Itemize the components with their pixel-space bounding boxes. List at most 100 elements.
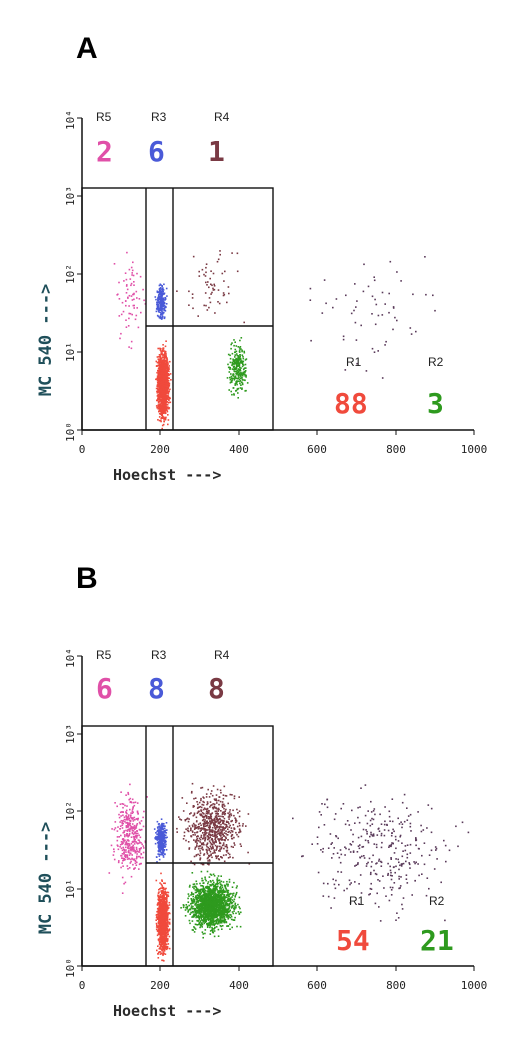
- event-dot-r1: [160, 374, 162, 377]
- event-dot-r1: [160, 899, 162, 902]
- event-dot-r2: [195, 905, 198, 907]
- event-dot-r2: [239, 354, 241, 356]
- event-dot-r1: [160, 365, 162, 367]
- event-dot-r3: [157, 850, 160, 852]
- event-dot-r2: [225, 888, 227, 890]
- event-dot-r2: [238, 368, 240, 370]
- event-dot-r1: [162, 929, 164, 931]
- event-dot-r2: [231, 902, 233, 905]
- event-dot-r5: [118, 281, 120, 284]
- event-dot-r2: [218, 919, 220, 921]
- event-dot-r2: [239, 380, 241, 383]
- event-dot-r4: [224, 270, 226, 273]
- event-dot-r2: [227, 914, 230, 916]
- event-dot-r2: [192, 915, 194, 917]
- event-dot-r1: [156, 371, 158, 374]
- event-dot-r1: [167, 921, 169, 924]
- panel-a-y-tick-label: 10¹: [64, 342, 77, 362]
- event-dot-r5: [131, 269, 134, 272]
- event-dot-r4: [223, 293, 226, 296]
- event-dot-r2: [231, 364, 233, 366]
- event-dot-r4: [198, 275, 201, 277]
- event-dot-r3: [159, 283, 162, 286]
- event-dot-outlier: [381, 291, 384, 294]
- event-dot-r1: [166, 898, 168, 900]
- event-dot-r1: [158, 943, 161, 946]
- event-dot-r1: [169, 373, 172, 375]
- event-dot-r2: [199, 904, 202, 906]
- event-dot-r2: [215, 907, 218, 910]
- event-dot-r1: [164, 890, 166, 892]
- event-dot-r2: [198, 917, 201, 919]
- event-dot-r2: [242, 355, 244, 358]
- event-dot-r2: [184, 909, 187, 911]
- event-dot-r1: [159, 936, 161, 939]
- event-dot-r4: [197, 315, 199, 317]
- event-dot-outlier: [396, 271, 398, 273]
- event-dot-r2: [232, 894, 234, 897]
- event-dot-outlier: [388, 311, 390, 314]
- event-dot-r1: [159, 386, 162, 388]
- event-dot-r2: [206, 897, 209, 899]
- event-dot-r2: [204, 920, 207, 922]
- event-dot-r4: [205, 266, 207, 269]
- event-dot-r2: [188, 904, 190, 907]
- event-dot-outlier: [409, 327, 412, 329]
- event-dot-r3: [161, 317, 164, 319]
- event-dot-r3: [163, 308, 166, 310]
- event-dot-r1: [165, 383, 168, 385]
- event-dot-r2: [223, 898, 225, 900]
- event-dot-r2: [198, 923, 200, 926]
- event-dot-r2: [230, 380, 233, 382]
- event-dot-r2: [191, 893, 193, 895]
- event-dot-r2: [200, 870, 203, 873]
- event-dot-r1: [158, 387, 161, 389]
- event-dot-r2: [209, 930, 212, 932]
- event-dot-r1: [158, 916, 161, 918]
- event-dot-r1: [159, 408, 161, 411]
- event-dot-r1: [156, 918, 159, 920]
- event-dot-r5: [127, 296, 129, 299]
- event-dot-r1: [162, 888, 165, 890]
- event-dot-r3: [158, 839, 161, 842]
- event-dot-r1: [156, 390, 158, 393]
- event-dot-r2: [235, 367, 237, 369]
- event-dot-r2: [231, 926, 233, 929]
- event-dot-r3: [160, 831, 163, 833]
- event-dot-r2: [221, 890, 223, 892]
- event-dot-r1: [164, 909, 167, 911]
- event-dot-r3: [160, 851, 162, 854]
- event-dot-r1: [166, 912, 168, 915]
- event-dot-r3: [165, 287, 168, 290]
- event-dot-r1: [157, 902, 159, 904]
- event-dot-r2: [240, 348, 242, 350]
- panel-a-letter: A: [76, 32, 98, 65]
- event-dot-r2: [220, 898, 222, 900]
- event-dot-outlier: [384, 303, 386, 305]
- event-dot-r2: [237, 358, 239, 361]
- event-dot-r3: [162, 303, 165, 306]
- event-dot-r2: [207, 918, 209, 920]
- event-dot-r1: [155, 378, 157, 381]
- event-dot-r2: [211, 909, 214, 912]
- event-dot-r2: [195, 909, 197, 912]
- event-dot-r2: [207, 919, 210, 921]
- event-dot-r2: [195, 901, 198, 904]
- event-dot-r5: [125, 285, 128, 287]
- event-dot-r2: [211, 915, 213, 918]
- event-dot-r1: [164, 902, 167, 904]
- event-dot-r2: [239, 382, 241, 385]
- event-dot-r1: [166, 387, 168, 389]
- event-dot-r5: [131, 313, 133, 316]
- event-dot-r1: [157, 380, 160, 382]
- event-dot-r2: [185, 906, 187, 909]
- event-dot-r1: [164, 919, 166, 922]
- event-dot-r1: [161, 412, 163, 415]
- event-dot-r1: [167, 391, 170, 393]
- event-dot-r1: [164, 411, 166, 413]
- event-dot-r1: [158, 924, 161, 927]
- event-dot-r2: [228, 371, 231, 373]
- event-dot-r2: [214, 912, 217, 915]
- event-dot-r2: [217, 898, 220, 901]
- event-dot-r1: [160, 907, 163, 909]
